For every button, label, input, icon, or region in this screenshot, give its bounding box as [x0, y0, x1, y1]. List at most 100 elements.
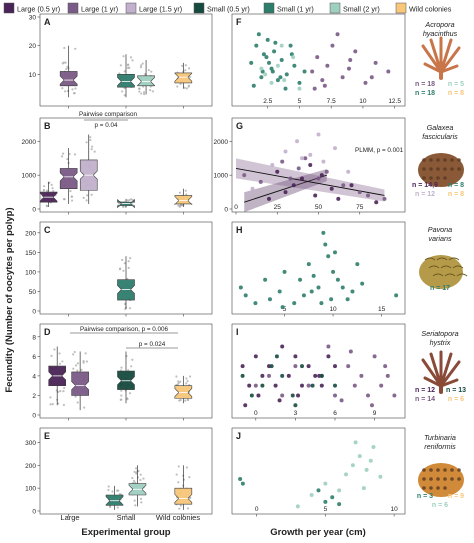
panel-letter: G — [236, 121, 243, 131]
raw-point — [130, 198, 133, 201]
species-name: reniformis — [424, 442, 456, 451]
raw-point — [151, 90, 155, 93]
ridge — [452, 265, 464, 269]
legend-label: Small (0.5 yr) — [207, 5, 250, 14]
panel-letter: C — [44, 225, 51, 235]
raw-point — [176, 85, 179, 88]
raw-point — [127, 266, 130, 269]
species-name: Seriatopora — [421, 329, 458, 338]
panel-frame — [231, 13, 406, 107]
y-tick-label: 10 — [29, 72, 37, 79]
data-point — [368, 458, 373, 463]
data-point — [345, 297, 350, 302]
raw-point — [90, 193, 93, 196]
left-x-axis-title: Experimental group — [81, 527, 170, 538]
data-point — [263, 277, 268, 282]
data-point — [296, 166, 301, 171]
data-point — [278, 75, 283, 80]
raw-point — [128, 392, 132, 395]
data-point — [336, 196, 341, 201]
y-tick-label: 4 — [32, 373, 36, 380]
data-point — [329, 297, 334, 302]
species-name: fascicularis — [422, 132, 458, 141]
raw-point — [74, 395, 77, 398]
raw-point — [121, 90, 124, 93]
raw-point — [64, 61, 67, 64]
species-name: Turbinaria — [424, 433, 456, 442]
raw-point — [63, 46, 66, 50]
raw-point — [138, 90, 141, 93]
x-tick-label: 9 — [373, 410, 377, 417]
branch — [439, 378, 459, 388]
raw-point — [49, 396, 52, 399]
raw-point — [83, 406, 86, 409]
y-tick-label: 6 — [32, 354, 36, 361]
raw-point — [72, 353, 75, 356]
x-tick-label: 5 — [324, 506, 328, 513]
raw-point — [59, 390, 62, 393]
panel-letter: A — [44, 17, 51, 27]
raw-point — [137, 87, 141, 90]
polyp — [429, 158, 433, 162]
raw-point — [52, 189, 55, 193]
x-tick-label: 6 — [333, 410, 337, 417]
polyp — [443, 167, 447, 171]
y-tick-label: 300 — [25, 440, 36, 447]
data-point — [300, 156, 304, 161]
panel-letter: I — [236, 327, 239, 337]
data-point — [308, 163, 313, 167]
panel-g: G 0 1000 2000 0 25 50 75 PLMM, p = 0.001 — [214, 117, 406, 215]
raw-point — [62, 390, 65, 393]
sample-count: n = 12 — [415, 387, 435, 394]
raw-point — [50, 183, 53, 186]
data-point — [363, 80, 368, 85]
confidence-band — [236, 158, 385, 202]
coral-body — [419, 255, 463, 289]
data-point — [315, 55, 320, 60]
raw-point — [65, 67, 68, 71]
raw-point — [84, 352, 87, 355]
raw-point — [74, 87, 77, 90]
raw-point — [177, 204, 180, 207]
data-point — [360, 281, 365, 286]
x-tick-label: 7.5 — [327, 98, 336, 105]
polyp — [450, 167, 454, 171]
raw-point — [184, 399, 187, 402]
raw-point — [74, 47, 77, 50]
raw-point — [131, 59, 134, 62]
data-point — [319, 173, 324, 178]
polyp — [436, 486, 440, 490]
raw-point — [186, 507, 190, 510]
data-point — [292, 63, 297, 68]
y-tick-label: 150 — [25, 250, 36, 257]
data-point — [371, 445, 376, 449]
data-point — [312, 86, 317, 91]
data-point — [316, 488, 321, 493]
raw-point — [69, 189, 72, 193]
species-name: hyacinthus — [423, 29, 458, 38]
box — [117, 74, 135, 88]
raw-point — [175, 473, 178, 476]
legend-swatch — [3, 2, 15, 14]
legend-swatch — [395, 2, 407, 14]
data-point — [310, 383, 315, 388]
data-point — [319, 301, 324, 306]
raw-point — [188, 75, 191, 78]
polyp — [457, 468, 461, 472]
branch — [423, 62, 443, 74]
legend-label: Small (2 yr) — [343, 5, 380, 14]
data-point — [337, 502, 342, 507]
y-tick-label: 0 — [32, 509, 36, 516]
panel-f: F 2.5 5 7.5 10 12.5 — [231, 13, 406, 109]
data-point — [319, 373, 324, 378]
raw-point — [185, 87, 189, 90]
data-point — [316, 176, 321, 181]
legend-swatch — [193, 2, 205, 14]
data-point — [279, 43, 284, 48]
raw-point — [74, 364, 78, 367]
data-point — [337, 488, 342, 493]
raw-point — [149, 88, 152, 92]
data-point — [392, 393, 397, 398]
right-x-axis-title: Growth per year (cm) — [270, 527, 366, 538]
